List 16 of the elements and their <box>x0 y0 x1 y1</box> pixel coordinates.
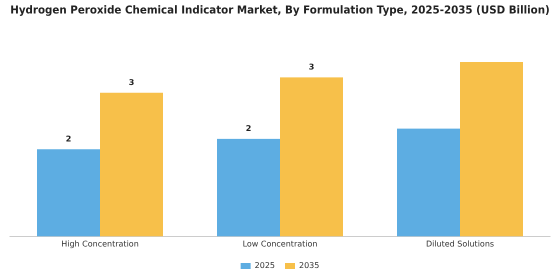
data-label: 3 <box>308 62 314 72</box>
x-tick-label: High Concentration <box>61 239 139 248</box>
bar <box>37 149 100 236</box>
data-label: 2 <box>246 124 252 134</box>
data-label: 3 <box>128 78 134 87</box>
bar <box>217 138 280 236</box>
bar <box>460 62 523 236</box>
bar <box>397 128 460 236</box>
bar <box>100 92 163 236</box>
legend-label: 2035 <box>299 261 320 270</box>
legend-label: 2025 <box>254 261 275 270</box>
chart-title: Hydrogen Peroxide Chemical Indicator Market, By Formulation Type, 2025-2035 (USD Billion) <box>10 3 550 17</box>
x-tick-label: Diluted Solutions <box>426 239 494 248</box>
bar <box>280 77 343 236</box>
data-label: 2 <box>66 134 72 144</box>
x-tick-label: Low Concentration <box>242 239 318 248</box>
